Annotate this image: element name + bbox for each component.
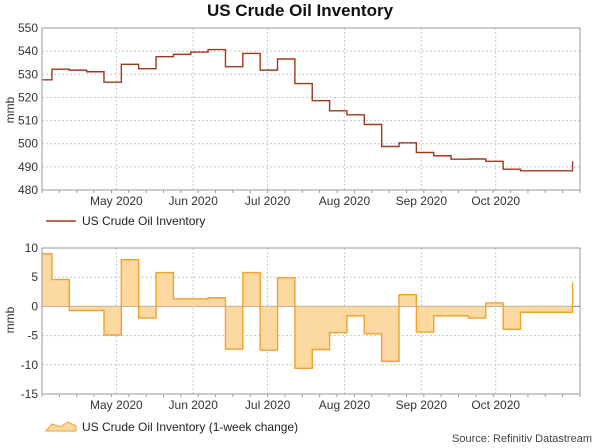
bot-x-tick-label: Jun 2020 (169, 398, 219, 412)
change-legend-swatch (44, 421, 77, 432)
top-y-tick-label: 490 (18, 160, 38, 174)
bot-y-tick-label: -10 (21, 358, 39, 372)
bot-x-tick-label: Sep 2020 (396, 398, 448, 412)
bot-x-tick-label: Aug 2020 (319, 398, 371, 412)
top-y-tick-label: 500 (18, 137, 38, 151)
bot-y-tick-label: 0 (31, 299, 38, 313)
bot-y-tick-label: 5 (31, 270, 38, 284)
change-chart: mmb -15 -10 -5 0 5 10 May 2020 Jun 2020 Jul 202… (3, 241, 581, 434)
change-series-line (42, 253, 574, 370)
top-x-tick-label: Sep 2020 (396, 194, 448, 208)
top-x-tick-label: May 2020 (90, 194, 143, 208)
bot-x-tick-label: Oct 2020 (471, 398, 520, 412)
change-legend-label: US Crude Oil Inventory (1-week change) (82, 420, 298, 434)
top-y-tick-label: 530 (18, 67, 38, 81)
inventory-chart: mmb 480 490 500 510 520 530 540 550 May 2020 Jun… (3, 21, 581, 228)
top-y-tick-label: 520 (18, 90, 38, 104)
top-y-tick-label: 550 (18, 21, 38, 35)
bot-y-tick-label: -15 (21, 387, 39, 401)
top-x-tick-label: Aug 2020 (319, 194, 371, 208)
top-x-tick-label: Jul 2020 (245, 194, 291, 208)
top-x-tick-label: Oct 2020 (471, 194, 520, 208)
change-series-area (42, 253, 573, 369)
change-legend: US Crude Oil Inventory (1-week change) (44, 420, 298, 434)
bot-x-tick-label: Jul 2020 (245, 398, 291, 412)
source-note: Source: Refinitiv Datastream (452, 433, 592, 445)
inventory-legend: US Crude Oil Inventory (46, 214, 205, 228)
bot-x-tick-label: May 2020 (90, 398, 143, 412)
bot-y-tick-label: -5 (27, 329, 38, 343)
inventory-legend-label: US Crude Oil Inventory (82, 214, 205, 228)
bot-y-tick-label: 10 (25, 241, 39, 255)
inventory-series-line (42, 48, 574, 172)
chart-title: US Crude Oil Inventory (206, 1, 394, 20)
top-y-tick-label: 480 (18, 183, 38, 197)
inventory-y-axis-label: mmb (3, 96, 17, 123)
top-y-tick-label: 540 (18, 44, 38, 58)
change-y-axis-label: mmb (3, 306, 17, 333)
top-x-tick-label: Jun 2020 (169, 194, 219, 208)
top-y-tick-label: 510 (18, 114, 38, 128)
